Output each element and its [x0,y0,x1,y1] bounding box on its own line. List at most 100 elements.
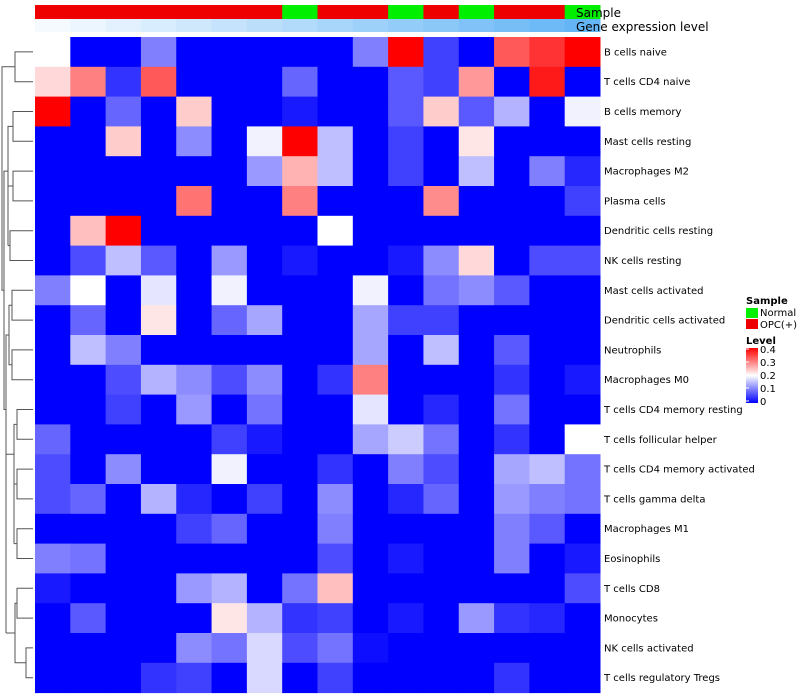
heatmap-cell [70,275,107,306]
heatmap-cell [282,335,318,366]
heatmap-cell [458,126,495,157]
heatmap-cell [564,66,601,98]
column-annotations [35,5,601,32]
heatmap-cell [317,66,354,98]
heatmap-cell [352,424,389,455]
heatmap-cell [282,275,318,306]
sample-annotation-cell [564,5,601,19]
heatmap-cell [140,126,177,157]
heatmap-cell [352,245,389,276]
heatmap-cell [35,484,71,515]
heatmap-cell [317,603,354,634]
heatmap-cell [494,37,530,68]
heatmap-cell [423,454,460,485]
heatmap-cell [352,305,389,336]
heatmap-cell [105,633,142,664]
heatmap-cell [246,96,283,127]
heatmap-cell [211,394,248,425]
heatmap-cell [246,424,283,455]
sample-annotation-cell [458,5,495,19]
heatmap-cell [282,573,318,604]
expression-annotation-cell [564,19,601,32]
row-label: Neutrophils [604,345,661,356]
heatmap-cell [35,335,71,366]
heatmap-cell [70,186,107,217]
heatmap-cell [35,186,71,217]
heatmap-cell [35,275,71,306]
heatmap-cell [211,513,248,545]
heatmap-cell [246,603,283,634]
heatmap-cell [246,484,283,515]
heatmap-cell [317,364,354,396]
heatmap-cell [423,335,460,366]
heatmap-cell [317,662,354,694]
heatmap-cell [176,66,213,98]
sample-annotation-cell [282,5,318,19]
heatmap-cell [211,186,248,217]
heatmap-cell [35,454,71,485]
heatmap-cell [105,37,142,68]
heatmap-cell [282,603,318,634]
sample-annotation-cell [140,5,177,19]
heatmap-cell [282,215,318,247]
heatmap-cell [70,37,107,68]
heatmap-cell [35,543,71,574]
heatmap-cell [423,543,460,574]
heatmap-cell [352,66,389,98]
heatmap-cell [317,275,354,306]
heatmap-cell [140,662,177,694]
heatmap-cell [176,186,213,217]
heatmap-cell [352,275,389,306]
heatmap-cell [317,424,354,455]
row-label: Macrophages M1 [604,524,689,535]
heatmap-cell [564,513,601,545]
heatmap-cell [105,66,142,98]
heatmap-cell [140,424,177,455]
heatmap-cell [494,335,530,366]
heatmap-cell [176,484,213,515]
heatmap-cell [282,126,318,157]
heatmap-cell [423,37,460,68]
heatmap-cell [494,215,530,247]
heatmap-cell [529,66,566,98]
heatmap-cell [140,186,177,217]
heatmap-cell [388,633,424,664]
heatmap-cell [458,454,495,485]
heatmap-cell [317,245,354,276]
heatmap-cell [494,96,530,127]
heatmap-cell [70,484,107,515]
heatmap-cell [423,364,460,396]
heatmap-cell [70,156,107,187]
heatmap-cell [176,364,213,396]
heatmap-cell [317,454,354,485]
heatmap-cell [35,603,71,634]
heatmap-cell [35,37,71,68]
heatmap-cell [35,66,71,98]
heatmap-cell [35,662,71,694]
heatmap-cell [176,245,213,276]
heatmap-cell [529,186,566,217]
legend-level-tick: 0.1 [760,384,776,395]
legend-swatch-opc [746,319,758,329]
heatmap-cell [494,484,530,515]
heatmap-cell [564,454,601,485]
heatmap-cell [176,156,213,187]
heatmap-cell [105,484,142,515]
annotation-label-sample: Sample [576,6,621,20]
heatmap-cell [388,245,424,276]
heatmap-cell [105,186,142,217]
heatmap-cell [211,424,248,455]
heatmap-cell [105,424,142,455]
heatmap-cell [458,573,495,604]
heatmap-cell [176,275,213,306]
heatmap-cell [317,126,354,157]
heatmap-cell [352,454,389,485]
heatmap-cell [246,335,283,366]
heatmap-cell [105,156,142,187]
heatmap-cell [105,662,142,694]
heatmap-cell [246,186,283,217]
heatmap-cell [176,513,213,545]
heatmap-cell [564,305,601,336]
heatmap-cell [140,394,177,425]
sample-annotation-cell [70,5,107,19]
